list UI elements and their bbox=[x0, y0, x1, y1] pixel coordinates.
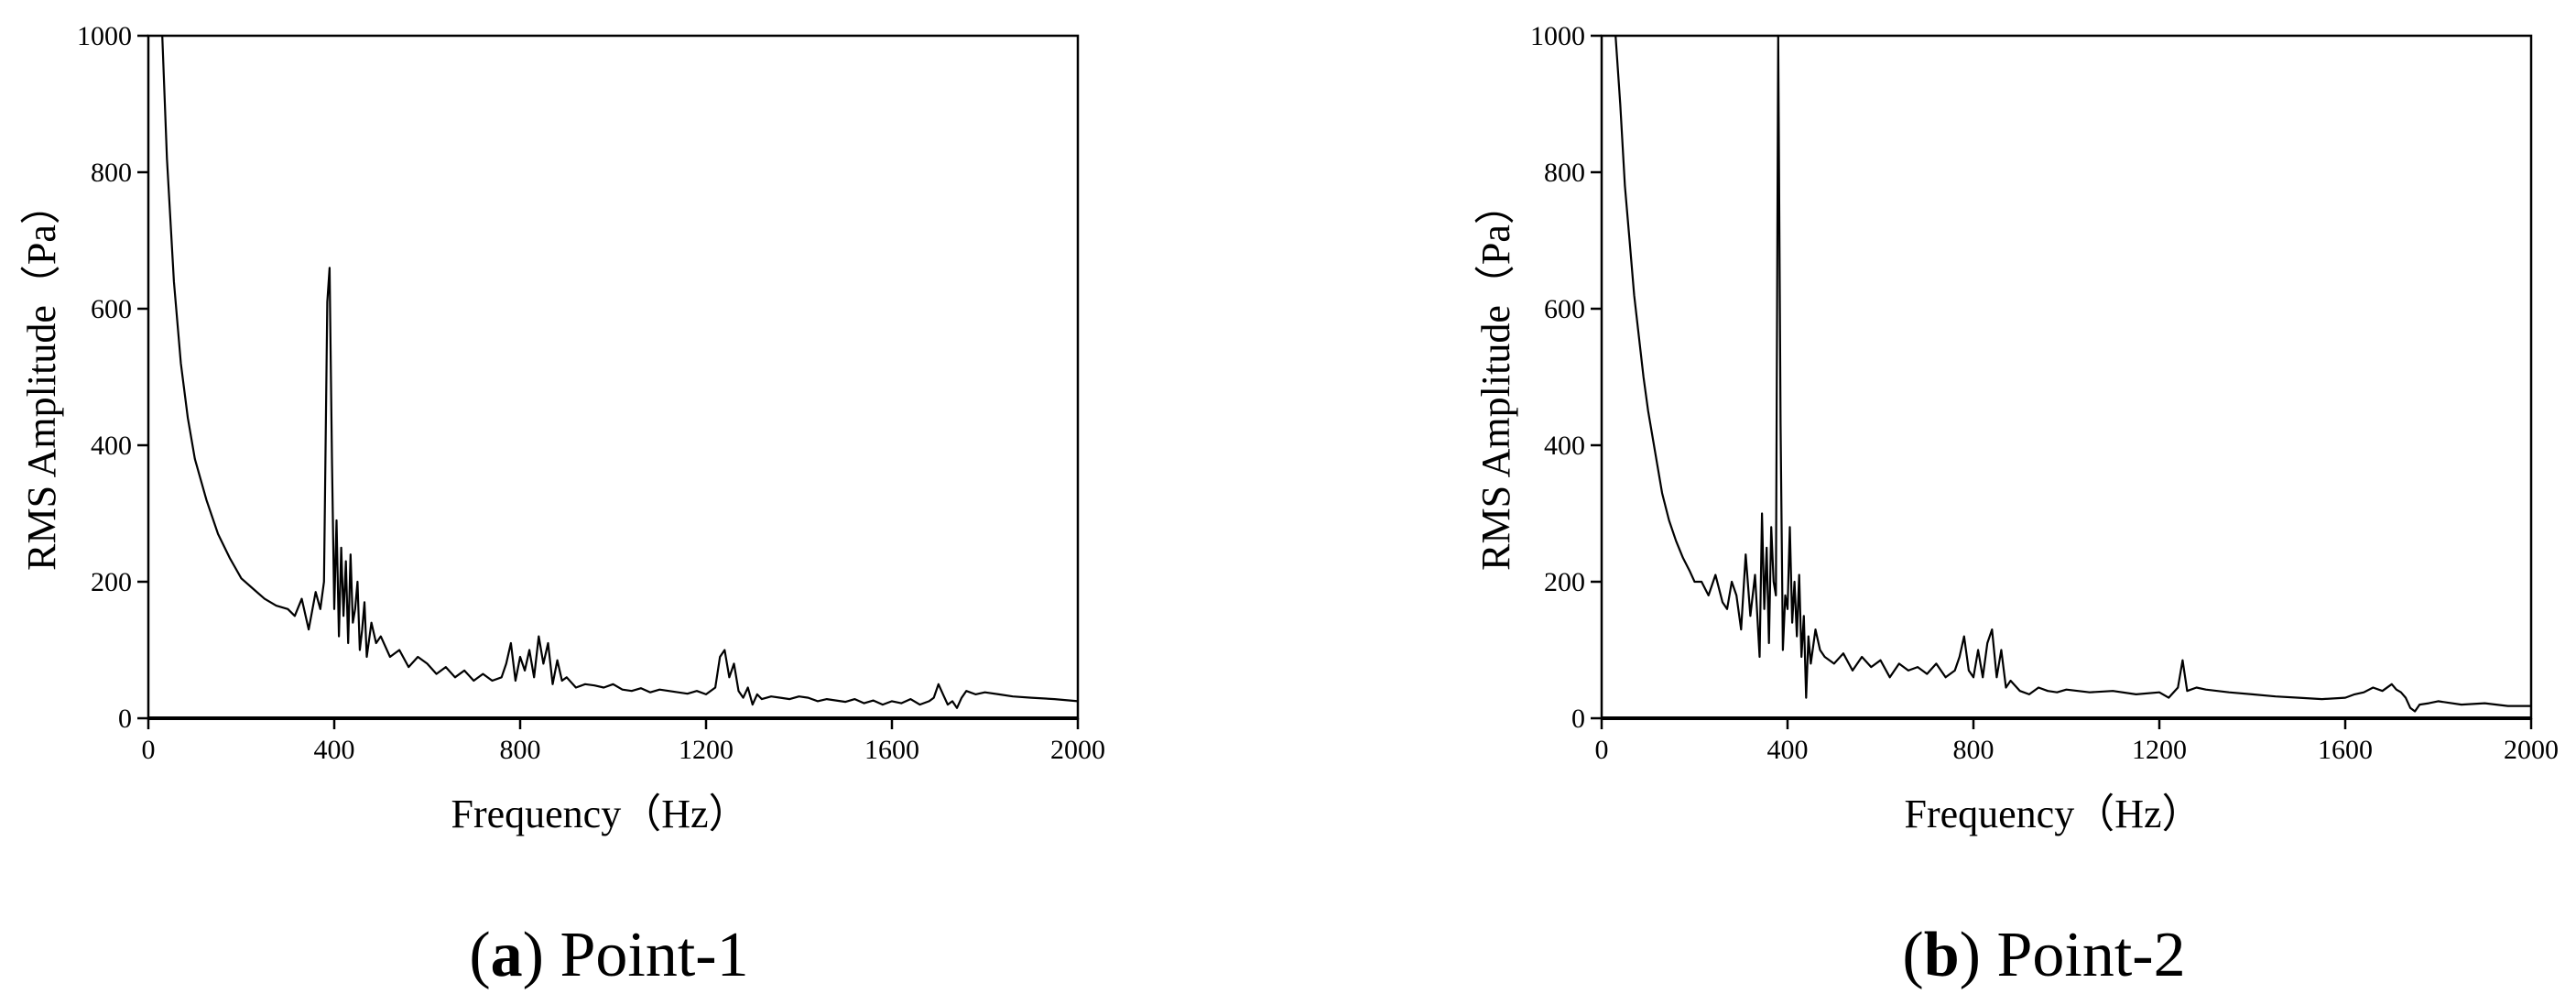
y-tick-label: 1000 bbox=[77, 21, 132, 51]
plot-area-frame bbox=[147, 34, 1080, 720]
y-tick-label: 0 bbox=[1571, 704, 1585, 734]
y-axis-label: RMS Amplitude（Pa） bbox=[1473, 184, 1518, 571]
y-tick-label: 600 bbox=[1544, 294, 1585, 324]
caption-open-paren: ( bbox=[469, 920, 490, 990]
axis-ticks bbox=[137, 34, 1080, 729]
x-tick-label: 800 bbox=[500, 735, 541, 765]
axis-ticks bbox=[1591, 34, 2533, 729]
x-tick-label: 2000 bbox=[1050, 735, 1105, 765]
caption-close-paren: ) bbox=[1960, 920, 1997, 990]
x-tick-labels: 0 400 800 1200 1600 2000 bbox=[142, 735, 1106, 765]
series-line bbox=[1614, 34, 2531, 713]
x-tick-label: 1200 bbox=[679, 735, 734, 765]
caption-text: Point-2 bbox=[1996, 920, 2185, 990]
y-tick-label: 400 bbox=[1544, 431, 1585, 461]
y-tick-labels: 0 200 400 600 800 1000 bbox=[1530, 21, 1585, 734]
y-tick-label: 200 bbox=[91, 567, 132, 597]
y-tick-label: 800 bbox=[1544, 158, 1585, 188]
x-tick-label: 1600 bbox=[2318, 735, 2373, 765]
panel-caption: (a) Point-1 bbox=[469, 920, 748, 990]
y-tick-label: 800 bbox=[91, 158, 132, 188]
caption-text: Point-1 bbox=[560, 920, 748, 990]
x-tick-labels: 0 400 800 1200 1600 2000 bbox=[1595, 735, 2560, 765]
x-tick-label: 400 bbox=[314, 735, 355, 765]
y-tick-label: 400 bbox=[91, 431, 132, 461]
caption-open-paren: ( bbox=[1902, 920, 1923, 990]
y-tick-label: 1000 bbox=[1530, 21, 1585, 51]
caption-letter: a bbox=[491, 920, 523, 990]
y-tick-label: 0 bbox=[118, 704, 132, 734]
caption-letter: b bbox=[1924, 920, 1960, 990]
caption-close-paren: ) bbox=[523, 920, 560, 990]
y-tick-labels: 0 200 400 600 800 1000 bbox=[77, 21, 132, 734]
chart-panel-point-2: 0 400 800 1200 1600 2000 0 200 400 600 800 1000 Fr… bbox=[1473, 21, 2559, 990]
chart-panel-point-1: 0 400 800 1200 1600 2000 0 200 400 600 800 1000 Fr… bbox=[19, 21, 1105, 990]
y-tick-label: 200 bbox=[1544, 567, 1585, 597]
x-tick-label: 0 bbox=[1595, 735, 1609, 765]
series-line bbox=[161, 35, 1079, 709]
x-tick-label: 400 bbox=[1767, 735, 1809, 765]
x-tick-label: 1200 bbox=[2132, 735, 2187, 765]
y-tick-label: 600 bbox=[91, 294, 132, 324]
x-tick-label: 2000 bbox=[2504, 735, 2559, 765]
x-tick-label: 0 bbox=[142, 735, 156, 765]
x-axis-label: Frequency（Hz） bbox=[1904, 792, 2201, 836]
x-tick-label: 1600 bbox=[864, 735, 919, 765]
x-axis-label: Frequency（Hz） bbox=[451, 792, 748, 836]
y-axis-label: RMS Amplitude（Pa） bbox=[19, 184, 64, 571]
panel-caption: (b) Point-2 bbox=[1902, 920, 2185, 990]
x-tick-label: 800 bbox=[1953, 735, 1994, 765]
